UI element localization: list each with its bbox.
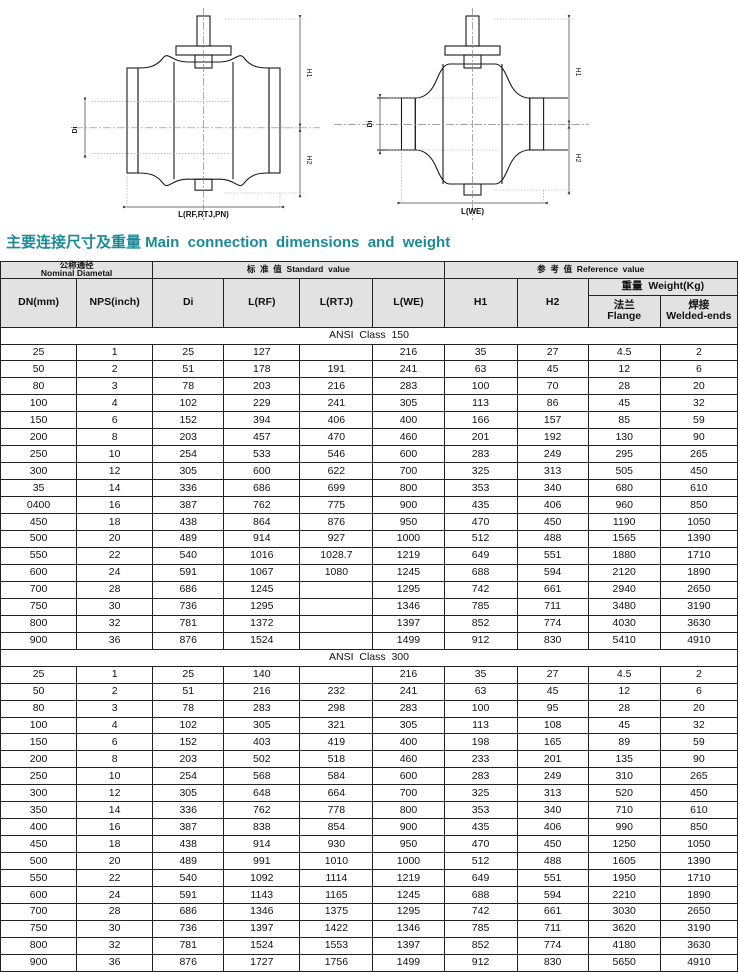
svg-text:H1: H1	[574, 68, 581, 77]
svg-text:H1: H1	[305, 69, 312, 78]
svg-text:L(RF,RTJ,PN): L(RF,RTJ,PN)	[178, 210, 229, 219]
svg-text:Di: Di	[367, 120, 374, 127]
svg-text:H2: H2	[574, 154, 581, 163]
svg-text:Di: Di	[72, 126, 79, 133]
svg-text:L(WE): L(WE)	[461, 207, 484, 216]
svg-text:H2: H2	[305, 156, 312, 165]
